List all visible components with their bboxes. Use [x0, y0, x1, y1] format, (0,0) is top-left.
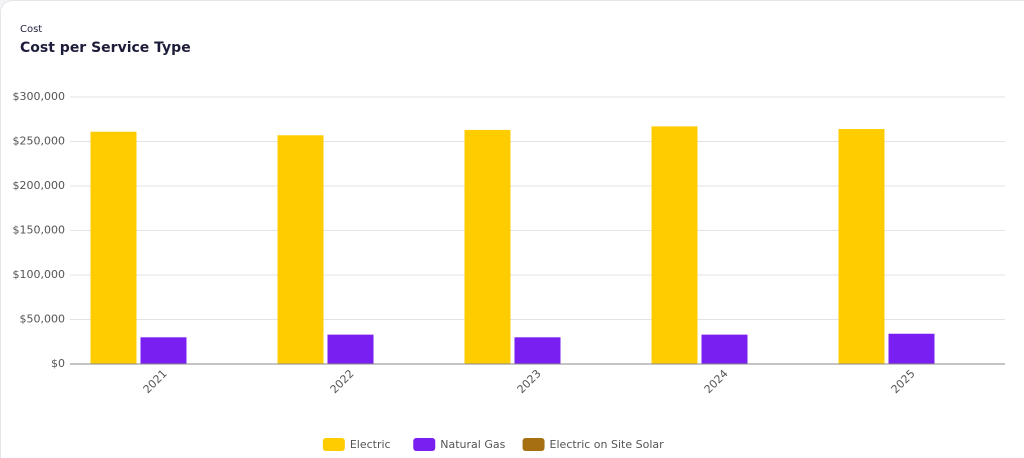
y-tick-label: $150,000 [13, 224, 66, 237]
legend-label: Natural Gas [440, 438, 505, 451]
bar [90, 131, 137, 364]
bar [514, 337, 561, 364]
bar [327, 334, 374, 364]
legend-label: Electric on Site Solar [550, 438, 665, 451]
legend-swatch [413, 438, 436, 451]
chart-title: Cost per Service Type [20, 40, 191, 56]
chart-subtitle: Cost [20, 24, 42, 35]
bar [838, 129, 885, 364]
y-tick-label: $300,000 [13, 90, 66, 103]
bar [277, 135, 324, 364]
bar [701, 334, 748, 364]
bar [140, 337, 187, 364]
legend-swatch [322, 438, 345, 451]
y-tick-label: $250,000 [13, 135, 66, 148]
y-tick-label: $50,000 [20, 313, 66, 326]
y-tick-label: $100,000 [13, 268, 66, 281]
bar [888, 333, 935, 364]
bar [651, 126, 698, 365]
legend-label: Electric [350, 438, 391, 451]
legend-swatch [522, 438, 545, 451]
y-tick-label: $0 [51, 357, 65, 370]
bar [464, 129, 511, 364]
y-tick-label: $200,000 [13, 179, 66, 192]
